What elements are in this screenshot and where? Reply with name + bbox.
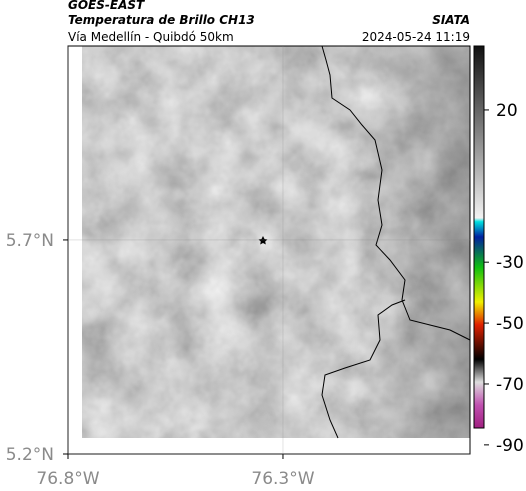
border [321, 299, 406, 439]
source: SIATA [432, 13, 470, 27]
border [321, 45, 471, 341]
image-shade [82, 46, 470, 438]
subtitle: Temperatura de Brillo CH13 [68, 13, 255, 27]
colorbar-label: -90 [496, 436, 524, 456]
colorbar-label: 20 [496, 101, 518, 121]
colorbar-label: -70 [496, 375, 524, 395]
timestamp: 2024-05-24 11:19 [362, 30, 470, 44]
title: GOES-EAST [68, 0, 145, 12]
y-tick-label: 5.7°N [6, 231, 54, 251]
x-tick-label: 76.3°W [251, 469, 314, 489]
route: Vía Medellín - Quibdó 50km [68, 30, 234, 44]
marker [258, 236, 268, 245]
map [67, 45, 471, 455]
colorbar [473, 45, 485, 429]
x-tick-label: 76.8°W [36, 469, 99, 489]
colorbar-label: -30 [496, 253, 524, 273]
colorbar-label: -50 [496, 314, 524, 334]
y-tick-label: 5.2°N [6, 445, 54, 465]
map-frame [67, 45, 471, 455]
